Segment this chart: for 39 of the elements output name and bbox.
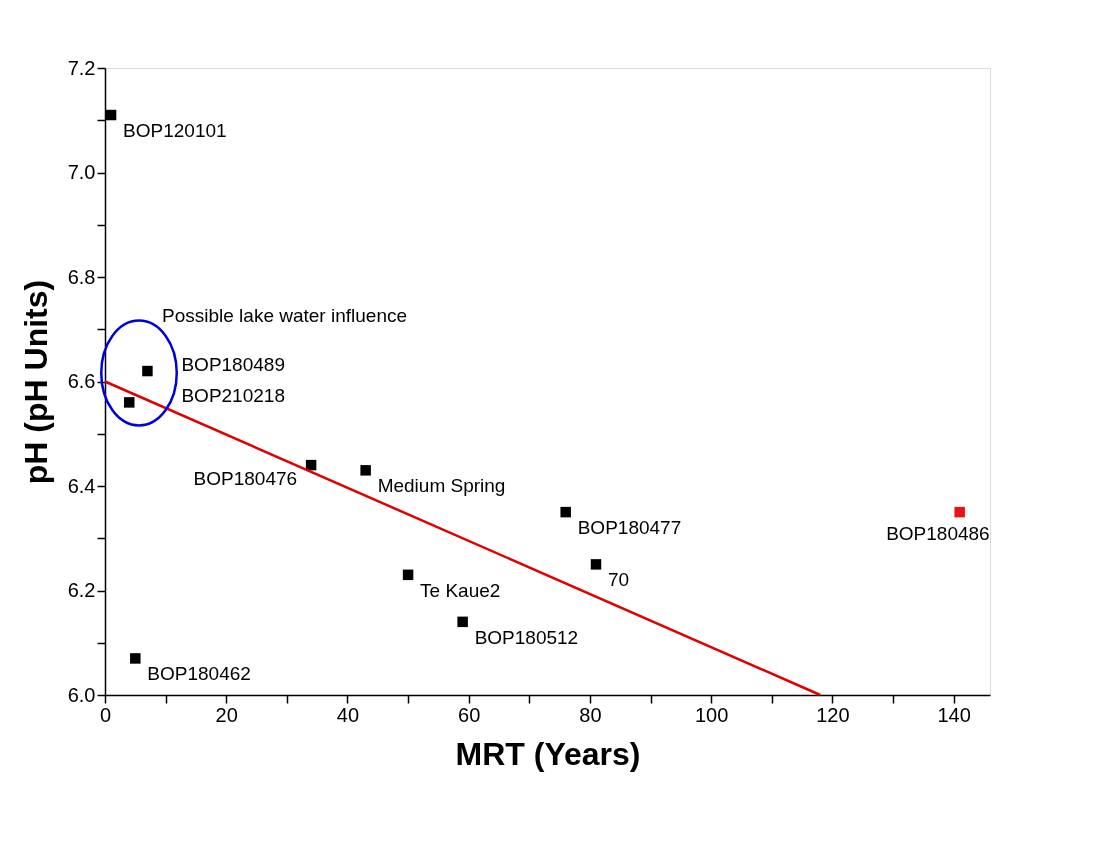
x-tick-label: 0 xyxy=(99,703,112,726)
point xyxy=(105,109,117,121)
annotation: 70 xyxy=(607,569,630,591)
point xyxy=(130,653,141,664)
x-tick-label: 100 xyxy=(694,703,729,726)
y-tick-label: 6.6 xyxy=(67,370,96,392)
y-tick-label: 6.8 xyxy=(67,265,96,288)
y-axis-title: pH (pH Units) xyxy=(17,279,54,485)
annotation: Possible lake water influence xyxy=(162,305,408,326)
y-tick-label: 6.0 xyxy=(67,683,96,706)
annotation: BOP180489 xyxy=(181,354,285,376)
annotation: BOP180476 xyxy=(193,468,298,490)
annotation: Te Kaue2 xyxy=(420,579,501,601)
annotation: BOP180462 xyxy=(147,663,251,685)
y-tick-label: 7.2 xyxy=(67,56,96,79)
point xyxy=(360,465,371,476)
point xyxy=(142,365,153,377)
point xyxy=(457,616,468,628)
x-axis-title: MRT (Years) xyxy=(455,735,641,772)
annotation: BOP120101 xyxy=(123,120,227,142)
y-tick-label: 6.4 xyxy=(67,474,96,497)
annotation: BOP180512 xyxy=(474,626,579,648)
annotation: BOP210218 xyxy=(181,385,285,407)
x-tick-label: 40 xyxy=(336,703,360,726)
point xyxy=(402,569,414,581)
annotation: BOP180477 xyxy=(577,517,682,539)
x-tick-label: 120 xyxy=(816,703,850,726)
x-tick-label: 20 xyxy=(215,703,238,726)
x-tick-label: 60 xyxy=(458,703,481,726)
annotation: BOP180486 xyxy=(886,523,990,545)
point xyxy=(954,506,965,518)
x-tick-label: 140 xyxy=(937,703,971,726)
annotation: Medium Spring xyxy=(377,475,506,497)
y-tick-label: 7.0 xyxy=(67,161,96,183)
point xyxy=(560,506,571,518)
point xyxy=(124,397,135,408)
point xyxy=(590,559,602,570)
x-tick-label: 80 xyxy=(579,703,602,726)
y-tick-label: 6.2 xyxy=(67,579,96,601)
